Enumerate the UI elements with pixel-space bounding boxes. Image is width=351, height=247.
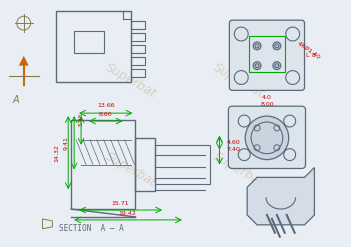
Bar: [57, 11, 131, 82]
Text: 8.60: 8.60: [99, 112, 113, 117]
FancyBboxPatch shape: [230, 20, 305, 90]
Text: SECTION  A — A: SECTION A — A: [59, 224, 123, 233]
Circle shape: [245, 116, 289, 160]
Text: 14.32: 14.32: [54, 144, 59, 162]
Text: 19.42: 19.42: [119, 211, 137, 216]
FancyBboxPatch shape: [229, 106, 305, 168]
Bar: [135, 138, 155, 191]
Bar: [131, 69, 145, 77]
Text: 4.0: 4.0: [262, 95, 272, 100]
Text: 8: 8: [311, 53, 315, 58]
Text: Superbat: Superbat: [102, 150, 158, 189]
Circle shape: [253, 62, 261, 70]
Text: Superbat: Superbat: [211, 61, 267, 100]
Circle shape: [253, 42, 261, 50]
Bar: [155, 145, 210, 184]
Bar: [131, 33, 145, 41]
Text: 7.40: 7.40: [226, 147, 240, 152]
Text: Superbat: Superbat: [211, 150, 267, 189]
Text: 13.66: 13.66: [97, 103, 115, 108]
Text: 15.71: 15.71: [112, 201, 130, 206]
Text: 4XØ1.40: 4XØ1.40: [297, 41, 322, 61]
Bar: [74, 31, 104, 53]
Bar: [249, 36, 285, 72]
Circle shape: [273, 42, 281, 50]
Polygon shape: [247, 167, 314, 225]
Bar: [131, 21, 145, 29]
Text: A: A: [13, 95, 19, 105]
Text: 9.41: 9.41: [64, 136, 69, 150]
Text: 5.45: 5.45: [79, 112, 84, 126]
Text: 4.60: 4.60: [226, 140, 240, 145]
Circle shape: [273, 62, 281, 70]
Text: 8.00: 8.00: [260, 102, 274, 107]
Bar: [131, 45, 145, 53]
Polygon shape: [19, 56, 29, 66]
Text: L: L: [306, 53, 309, 58]
Bar: [131, 57, 145, 65]
Bar: [71, 120, 135, 209]
Text: Superbat: Superbat: [102, 61, 158, 100]
